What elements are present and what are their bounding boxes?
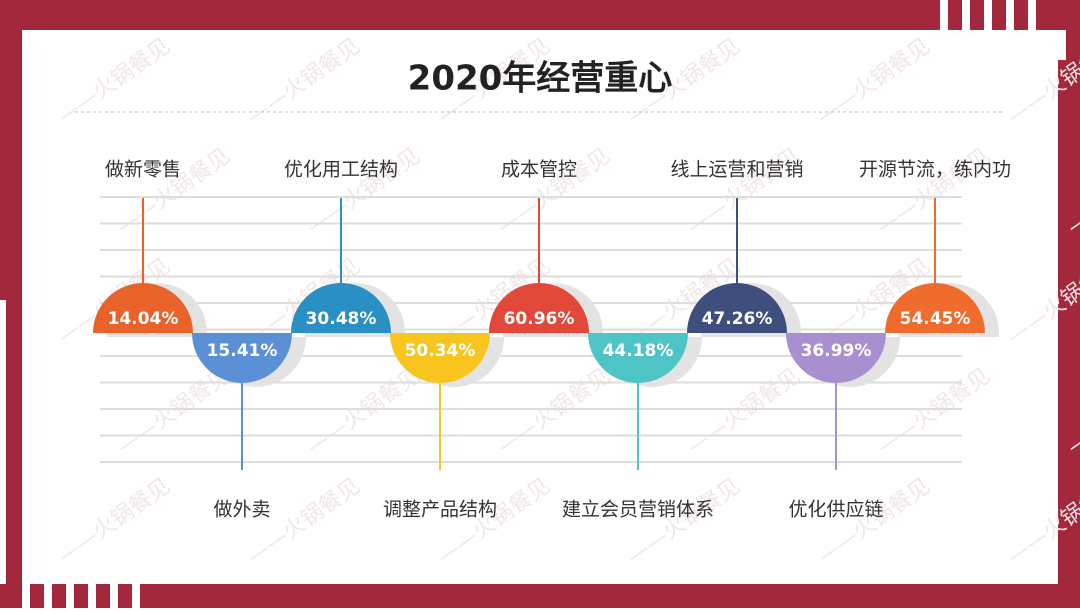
item-value: 30.48% <box>306 309 377 329</box>
semicircle <box>390 333 490 383</box>
item-value: 47.26% <box>702 309 773 329</box>
items: 做新零售 14.04% 做外卖 15.41% 优化用工结构 30.48% 调整产品结构 50.… <box>93 159 1011 521</box>
credit: 头条 @火锅餐见 <box>912 562 1058 586</box>
item-value: 15.41% <box>207 341 278 361</box>
semicircle <box>885 283 985 333</box>
item-value: 60.96% <box>504 309 575 329</box>
item-label: 建立会员营销体系 <box>562 499 714 521</box>
semicircle <box>786 333 886 383</box>
semicircle <box>192 333 292 383</box>
item-value: 14.04% <box>108 309 179 329</box>
item-label: 成本管控 <box>501 159 577 181</box>
item-value: 50.34% <box>405 341 476 361</box>
item-label: 优化供应链 <box>788 499 883 521</box>
item-label: 优化用工结构 <box>284 159 398 181</box>
item-label: 调整产品结构 <box>383 499 497 521</box>
item-label: 做外卖 <box>213 499 270 521</box>
item-label: 线上运营和营销 <box>670 159 803 181</box>
item-value: 36.99% <box>801 341 872 361</box>
item-value: 44.18% <box>603 341 674 361</box>
semicircle <box>687 283 787 333</box>
title: 2020年经营重心 <box>408 59 673 99</box>
item-value: 54.45% <box>900 309 971 329</box>
semicircle <box>588 333 688 383</box>
item-label: 做新零售 <box>105 159 181 181</box>
semicircle <box>489 283 589 333</box>
item-label: 开源节流，练内功 <box>859 159 1011 181</box>
semicircle <box>93 283 193 333</box>
semicircle <box>291 283 391 333</box>
